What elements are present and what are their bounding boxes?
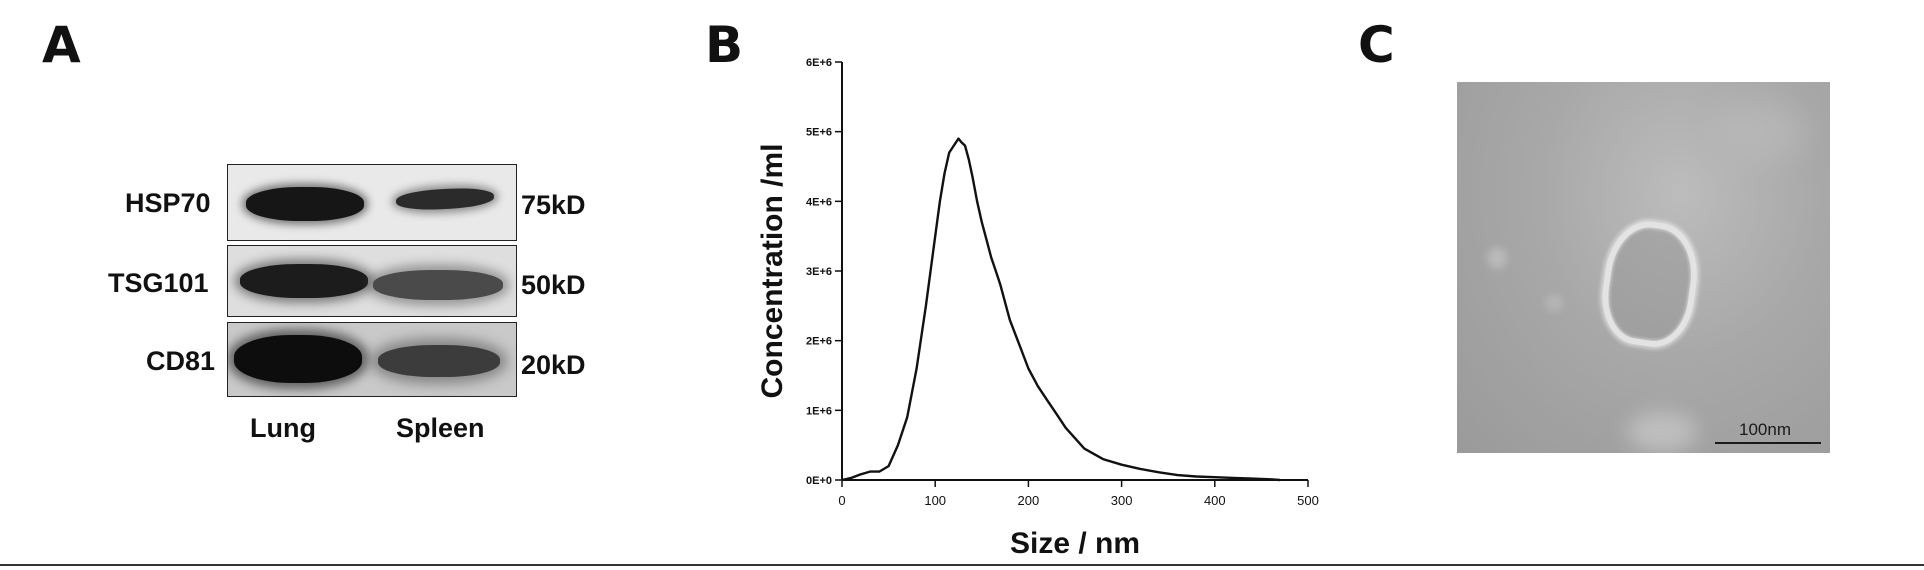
size-label-50kd: 50kD bbox=[521, 270, 586, 300]
x-tick-label: 100 bbox=[924, 493, 946, 508]
band-spleen-cd81 bbox=[378, 345, 500, 377]
x-tick-label: 300 bbox=[1111, 493, 1133, 508]
y-tick-label: 2E+6 bbox=[806, 336, 832, 348]
y-tick-label: 0E+0 bbox=[806, 475, 832, 487]
protein-label-tsg101: TSG101 bbox=[108, 268, 209, 298]
y-tick-label: 5E+6 bbox=[806, 127, 832, 139]
x-tick-label: 500 bbox=[1297, 493, 1319, 508]
tem-background-spot bbox=[1487, 247, 1507, 269]
size-label-20kd: 20kD bbox=[521, 350, 586, 380]
x-tick-label: 200 bbox=[1018, 493, 1040, 508]
protein-label-cd81: CD81 bbox=[146, 346, 216, 376]
tem-background-spot bbox=[1717, 102, 1807, 162]
scale-bar-label: 100nm bbox=[1739, 420, 1791, 439]
figure-bottom-border bbox=[0, 564, 1924, 566]
tem-micrograph: 100nm bbox=[1457, 82, 1830, 453]
y-tick-label: 6E+6 bbox=[806, 57, 832, 69]
tem-background-spot bbox=[1627, 412, 1697, 452]
panel-c-letter: C bbox=[1358, 16, 1395, 74]
blot-tsg101 bbox=[227, 245, 517, 317]
panel-a-letter: A bbox=[42, 16, 81, 74]
lane-label-lung: Lung bbox=[250, 413, 316, 443]
scale-bar bbox=[1715, 442, 1821, 444]
protein-label-hsp70: HSP70 bbox=[125, 188, 211, 218]
panel-b-letter: B bbox=[705, 16, 744, 74]
band-spleen-tsg101 bbox=[373, 270, 503, 300]
band-lung-cd81 bbox=[234, 335, 362, 383]
blot-cd81 bbox=[227, 322, 517, 397]
blot-hsp70 bbox=[227, 164, 517, 241]
series-line-size-distribution bbox=[841, 137, 1281, 482]
y-axis-title: Concentration /ml bbox=[756, 143, 789, 398]
exosome-vesicle bbox=[1595, 216, 1705, 352]
band-lung-hsp70 bbox=[246, 187, 364, 221]
x-axis-title: Size / nm bbox=[1010, 527, 1140, 560]
tem-background-spot bbox=[1545, 294, 1563, 312]
band-lung-tsg101 bbox=[240, 264, 368, 298]
x-tick-label: 0 bbox=[838, 493, 845, 508]
size-label-75kd: 75kD bbox=[521, 190, 586, 220]
y-tick-label: 4E+6 bbox=[806, 196, 832, 208]
y-tick-label: 1E+6 bbox=[806, 405, 832, 417]
y-tick-label: 3E+6 bbox=[806, 266, 832, 278]
x-tick-label: 400 bbox=[1204, 493, 1226, 508]
lane-label-spleen: Spleen bbox=[396, 413, 485, 443]
